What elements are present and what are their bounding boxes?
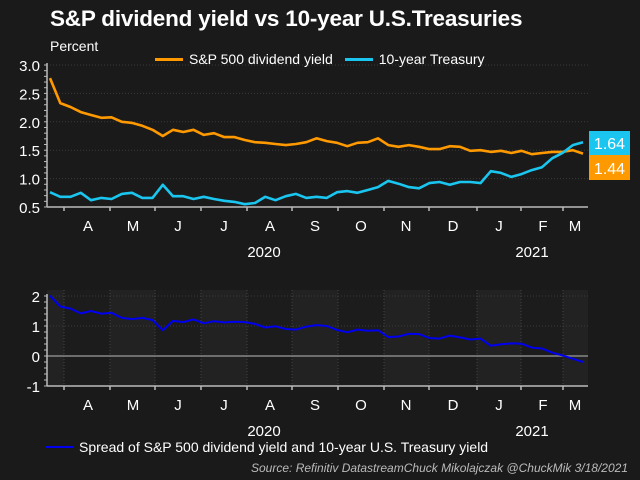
x-month-label: N <box>401 397 412 414</box>
x-year-label: 2020 <box>247 244 280 261</box>
series-line-spread <box>49 295 584 363</box>
x-month-label: M <box>569 397 582 414</box>
x-month-label: O <box>355 218 367 235</box>
plot-band <box>155 290 201 386</box>
plot-band <box>47 290 64 386</box>
x-month-label: M <box>127 218 140 235</box>
y-tick-label: -1 <box>27 379 40 396</box>
x-month-label: D <box>448 397 459 414</box>
plot-band <box>247 290 292 386</box>
x-month-label: J <box>174 397 182 414</box>
x-month-label: M <box>569 218 582 235</box>
x-month-label: J <box>220 397 228 414</box>
source-note: Source: Refinitiv DatastreamChuck Mikola… <box>251 461 628 475</box>
y-tick-label: 2.5 <box>19 86 40 103</box>
x-month-label: N <box>401 218 412 235</box>
plot-band <box>64 290 110 386</box>
x-month-label: D <box>448 218 459 235</box>
x-month-label: J <box>495 397 503 414</box>
top-legend: S&P 500 dividend yield 10-year Treasury <box>155 51 497 67</box>
end-label-sp500: 1.44 <box>594 161 625 178</box>
end-label-box-treasury <box>589 131 630 155</box>
x-month-label: F <box>538 397 547 414</box>
x-month-label: S <box>310 218 320 235</box>
legend-label-spread: Spread of S&P 500 dividend yield and 10-… <box>79 439 489 455</box>
legend-item-treasury: 10-year Treasury <box>344 51 485 67</box>
legend-swatch-treasury <box>344 57 373 61</box>
y-tick-label: 0 <box>32 349 40 366</box>
chart-title: S&P dividend yield vs 10-year U.S.Treasu… <box>50 6 523 31</box>
series-line-sp500 <box>48 77 584 156</box>
legend-swatch-spread <box>45 446 73 448</box>
y-tick-label: 2 <box>32 289 40 306</box>
y-tick-label: 0.5 <box>19 200 40 217</box>
plot-band <box>338 290 384 386</box>
x-year-label: 2020 <box>247 423 280 440</box>
legend-swatch-sp500 <box>155 57 183 61</box>
y-tick-label: 1 <box>32 319 40 336</box>
x-year-label: 2021 <box>515 244 548 261</box>
end-label-treasury: 1.64 <box>594 136 625 153</box>
legend-label-treasury: 10-year Treasury <box>378 51 485 67</box>
plot-band <box>384 290 429 386</box>
series-line-treasury <box>49 140 584 206</box>
plot-band <box>201 290 247 386</box>
legend-item-sp500: S&P 500 dividend yield <box>155 51 333 67</box>
x-month-label: J <box>174 218 182 235</box>
y-tick-label: 1.5 <box>19 143 40 160</box>
plot-band <box>110 290 155 386</box>
y-tick-label: 1.0 <box>19 172 40 189</box>
plot-band <box>477 290 521 386</box>
x-month-label: A <box>83 397 93 414</box>
plot-band <box>521 290 563 386</box>
x-month-label: J <box>220 218 228 235</box>
x-month-label: F <box>538 218 547 235</box>
y-tick-label: 3.0 <box>19 58 40 75</box>
plot-band <box>563 290 588 386</box>
end-label-box-sp500 <box>589 155 630 180</box>
x-month-label: O <box>355 397 367 414</box>
legend-label-sp500: S&P 500 dividend yield <box>189 51 333 67</box>
x-month-label: A <box>265 397 275 414</box>
x-month-label: A <box>83 218 93 235</box>
x-month-label: S <box>310 397 320 414</box>
x-year-label: 2021 <box>515 423 548 440</box>
bottom-legend: Spread of S&P 500 dividend yield and 10-… <box>45 439 488 455</box>
y-tick-label: 2.0 <box>19 115 40 132</box>
plot-band <box>292 290 338 386</box>
x-month-label: M <box>127 397 140 414</box>
x-month-label: J <box>495 218 503 235</box>
x-month-label: A <box>265 218 275 235</box>
y-axis-unit-label: Percent <box>50 38 99 54</box>
